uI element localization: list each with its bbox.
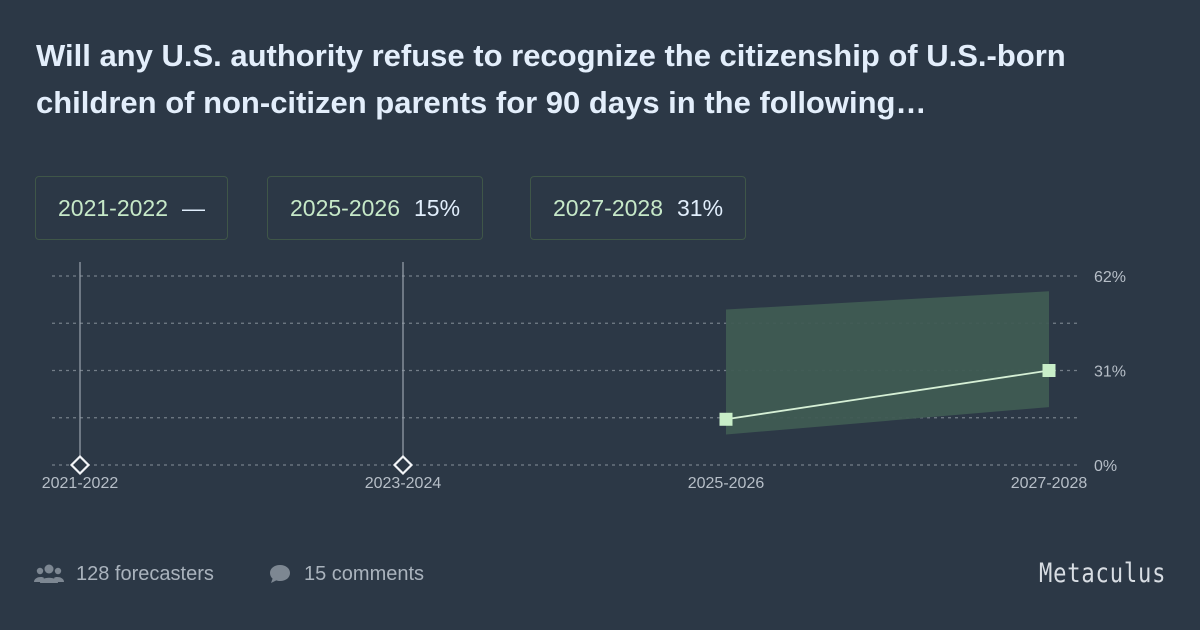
forecasters-label: 128 forecasters [76, 562, 214, 585]
summary-pill-2027-2028[interactable]: 2027-2028 31% [530, 176, 747, 240]
x-tick-label: 2021-2022 [42, 475, 119, 492]
forecast-point [1042, 364, 1056, 377]
summary-pill-2025-2026[interactable]: 2025-2026 15% [267, 176, 484, 240]
forecasters-count: 128 forecasters [34, 560, 214, 588]
forecast-line [725, 369, 1050, 421]
metaculus-logo: Metaculus [1038, 558, 1166, 589]
forecast-chart: 0% 31% 62% 2021-2022 2023-2024 2025-2026 2027-… [42, 262, 1126, 492]
comment-icon [270, 565, 290, 583]
summary-value: 15% [414, 194, 461, 221]
summary-value: 31% [677, 194, 724, 221]
summary-value: — [182, 194, 205, 221]
comments-count[interactable]: 15 comments [268, 560, 424, 588]
summary-category: 2025-2026 [290, 194, 400, 221]
comments-label: 15 comments [304, 562, 425, 585]
users-icon [34, 564, 64, 583]
x-tick-label: 2025-2026 [688, 475, 765, 492]
y-tick-label: 0% [1094, 458, 1117, 475]
question-title: Will any U.S. authority refuse to recogn… [36, 38, 1066, 120]
x-tick-label: 2027-2028 [1011, 475, 1088, 492]
summary-pill-2021-2022[interactable]: 2021-2022 — [35, 176, 228, 240]
forecast-point [719, 412, 733, 426]
y-tick-label: 31% [1094, 364, 1126, 381]
x-tick-label: 2023-2024 [365, 475, 442, 492]
resolution-marker [392, 454, 414, 476]
resolution-marker [69, 454, 91, 476]
summary-category: 2027-2028 [553, 194, 663, 221]
summary-category: 2021-2022 [58, 194, 168, 221]
y-tick-label: 62% [1094, 269, 1126, 286]
confidence-band [726, 291, 1049, 435]
